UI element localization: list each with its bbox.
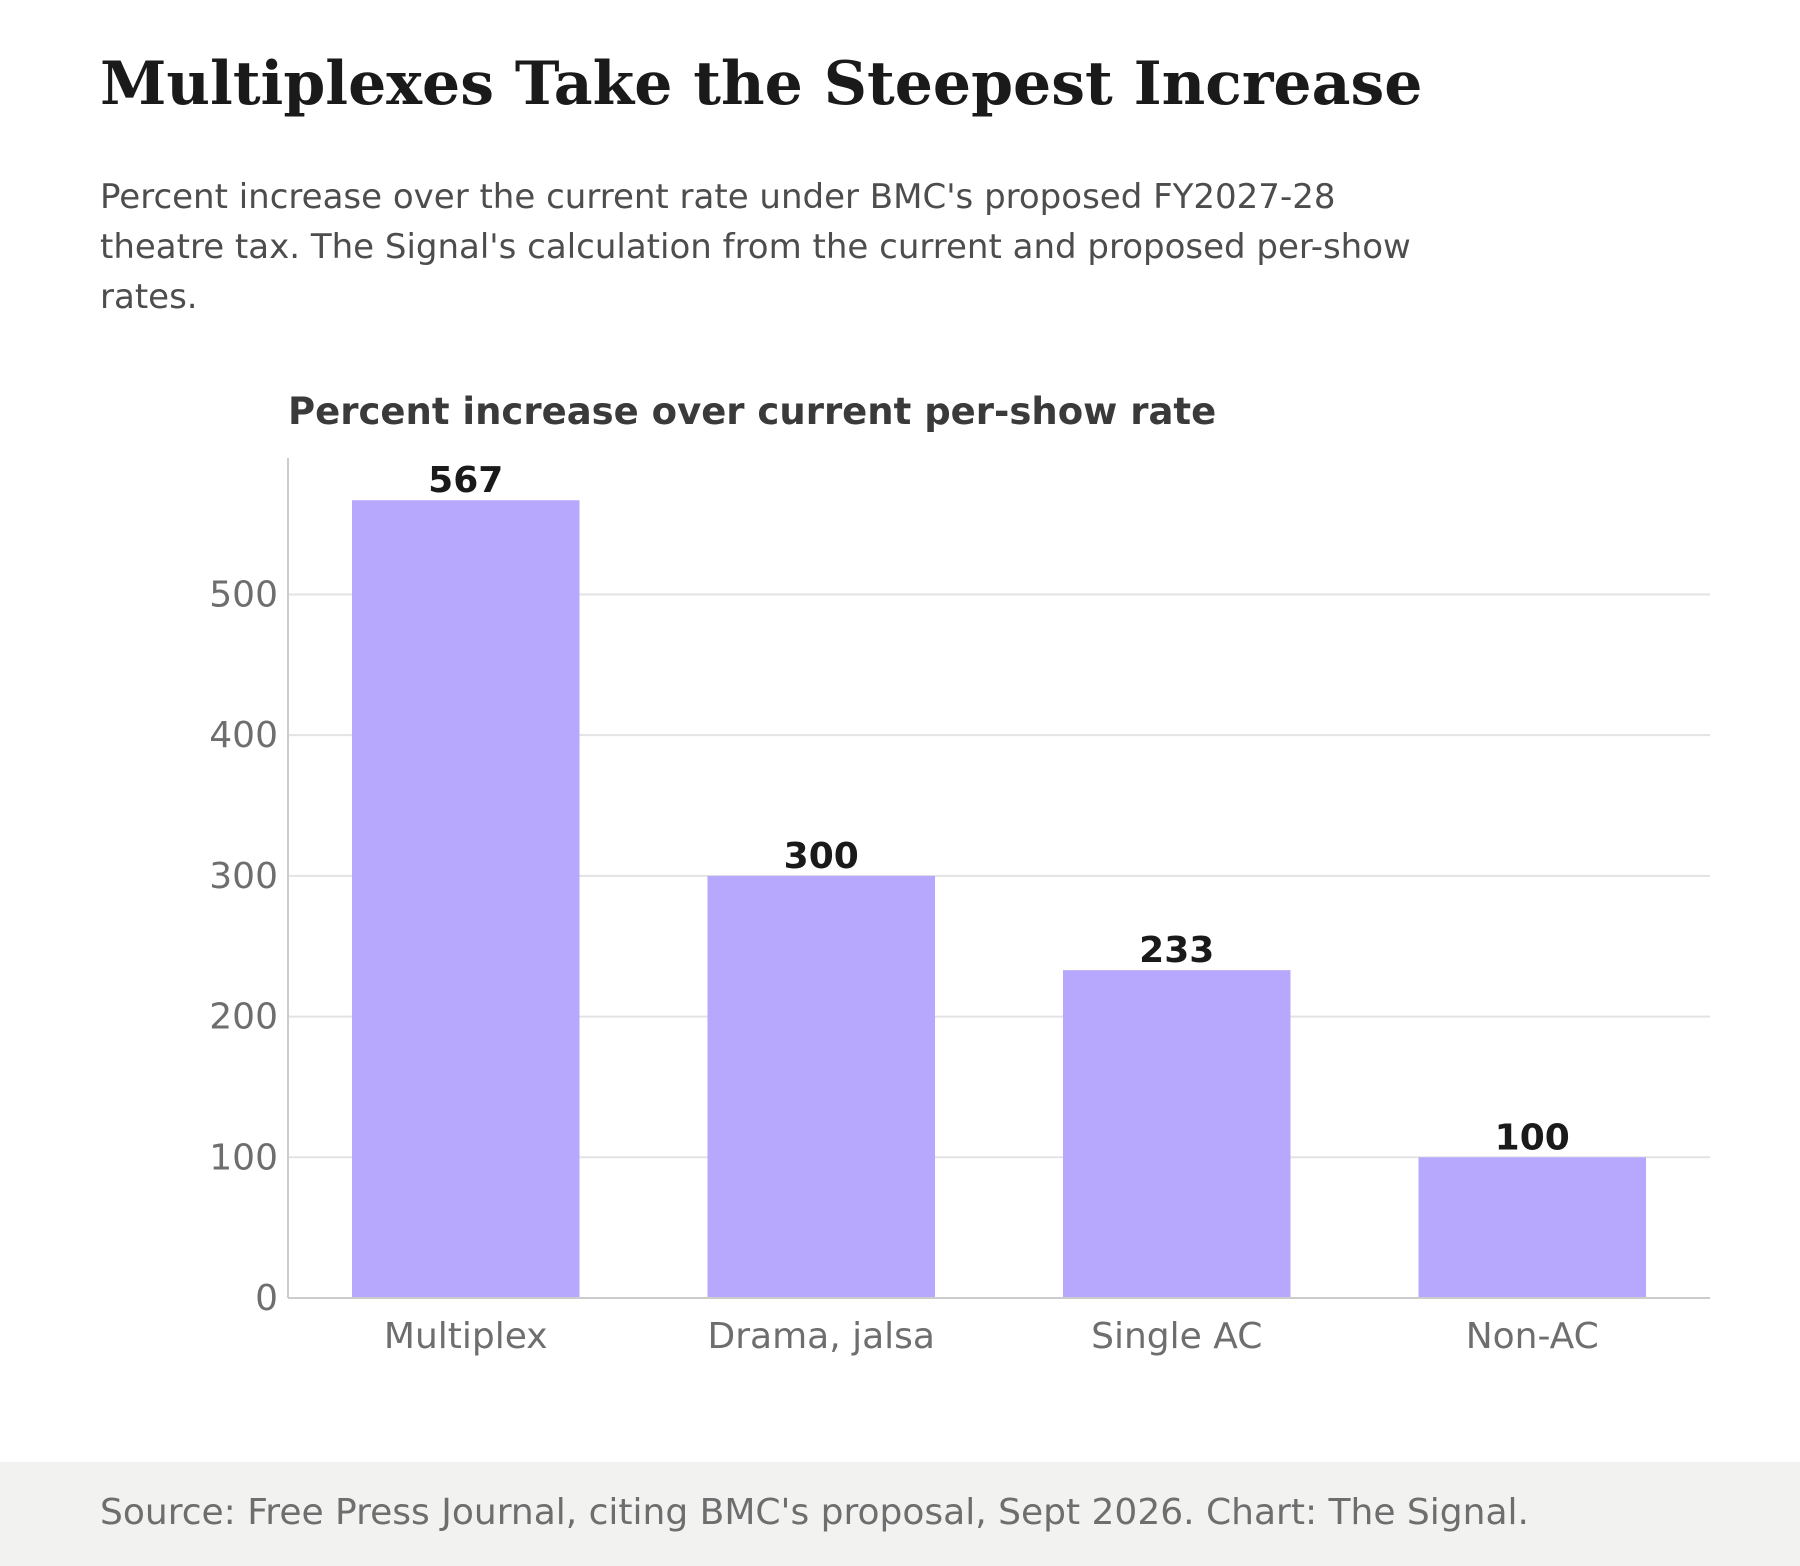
page-title: Multiplexes Take the Steepest Increase [100, 49, 1423, 119]
y-tick-label: 200 [209, 997, 278, 1038]
bar [707, 875, 936, 1298]
y-tick-label: 500 [209, 574, 278, 615]
y-tick-label: 100 [209, 1137, 278, 1178]
y-tick-label: 400 [209, 715, 278, 756]
data-label: 233 [1139, 930, 1214, 971]
x-tick-label: Drama, jalsa [708, 1316, 935, 1357]
bar [351, 500, 580, 1298]
bar [1062, 970, 1291, 1298]
data-label: 100 [1495, 1117, 1570, 1158]
data-label: 567 [428, 460, 503, 501]
y-tick-label: 0 [255, 1278, 278, 1319]
data-label: 300 [784, 836, 859, 877]
source-note: Source: Free Press Journal, citing BMC's… [100, 1492, 1529, 1533]
y-tick-label: 300 [209, 856, 278, 897]
x-tick-label: Single AC [1091, 1316, 1262, 1357]
axes: 0 100 200 300 400 500 Multiplex Drama, jalsa Sin… [209, 458, 1710, 1357]
footer: Source: Free Press Journal, citing BMC's… [0, 1462, 1800, 1566]
chart-title: Percent increase over current per-show r… [288, 390, 1216, 433]
x-tick-label: Multiplex [384, 1316, 548, 1357]
bars [351, 500, 1647, 1298]
x-tick-label: Non-AC [1466, 1316, 1599, 1357]
page-subtitle: Percent increase over the current rate u… [100, 177, 1411, 317]
bar [1418, 1157, 1647, 1298]
bar-chart: Percent increase over current per-show r… [209, 390, 1710, 1357]
data-labels: 567 300 233 100 [428, 460, 1570, 1158]
